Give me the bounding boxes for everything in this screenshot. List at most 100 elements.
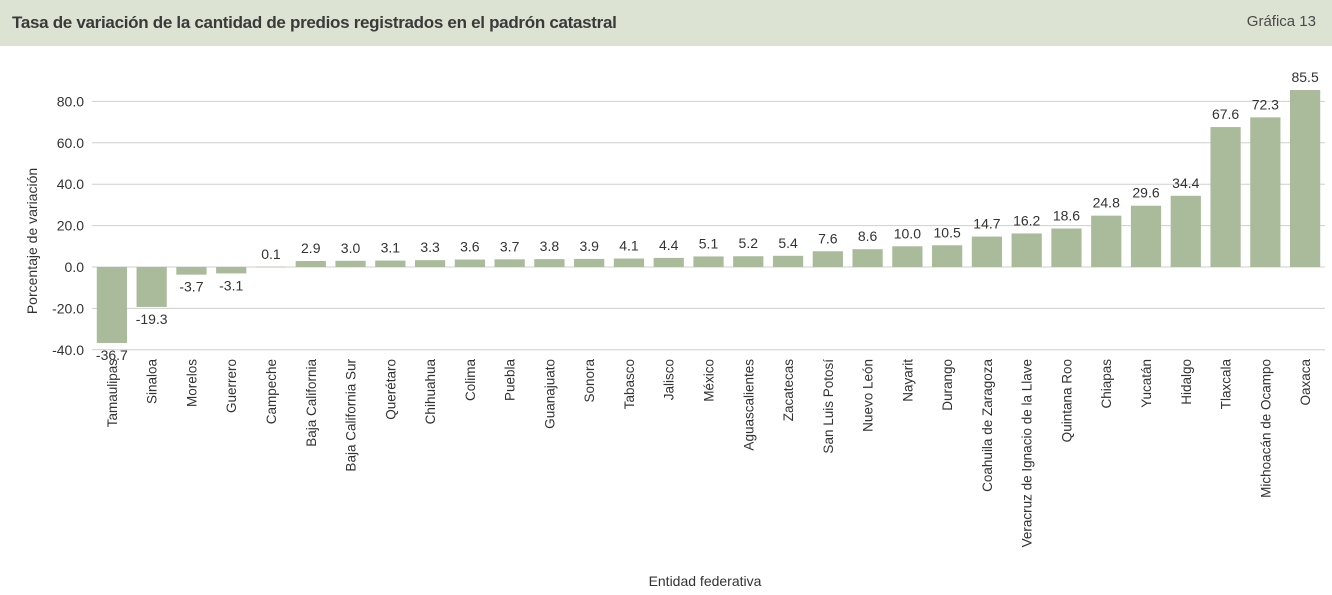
x-tick-label: Tamaulipas	[105, 359, 120, 428]
bar	[454, 259, 485, 267]
x-tick-label: Campeche	[264, 359, 279, 424]
x-tick-label: Baja California	[304, 359, 319, 447]
x-tick-label: Guanajuato	[542, 359, 557, 429]
value-label: -19.3	[136, 311, 168, 327]
x-tick-label: Coahuila de Zaragoza	[980, 359, 995, 492]
value-label: 3.8	[540, 238, 560, 254]
y-tick-label: 40.0	[57, 176, 84, 192]
x-tick-label: Sonora	[582, 359, 597, 403]
x-tick-label: Yucatán	[1139, 359, 1154, 408]
y-tick-label: 20.0	[57, 218, 84, 234]
x-tick-label: Sinaloa	[145, 359, 160, 405]
value-label: 14.7	[973, 216, 1000, 232]
value-label: 3.9	[579, 238, 599, 254]
x-tick-label: Chiapas	[1099, 359, 1114, 409]
value-label: 34.4	[1172, 175, 1199, 191]
bar	[1210, 127, 1241, 268]
value-label: 3.3	[420, 239, 440, 255]
value-label: 67.6	[1212, 106, 1239, 122]
x-tick-label: Puebla	[503, 359, 518, 402]
y-tick-label: 80.0	[57, 93, 84, 109]
value-label: -36.7	[96, 347, 128, 363]
x-tick-label: Tabasco	[622, 359, 637, 409]
x-tick-label: Nayarit	[900, 359, 915, 402]
y-tick-label: -40.0	[52, 342, 84, 358]
y-axis-ticks: -40.0 -20.0 0.0 20.0 40.0 60.0 80.0	[52, 93, 84, 357]
x-tick-label: Michoacán de Ocampo	[1258, 359, 1273, 498]
x-tick-label: Quintana Roo	[1059, 359, 1074, 442]
bar	[613, 258, 645, 267]
x-tick-label: Aguascalientes	[741, 359, 756, 451]
bar	[812, 251, 843, 267]
bar	[136, 267, 167, 307]
value-label: 3.0	[341, 240, 361, 256]
value-label: -3.7	[179, 279, 203, 295]
bar	[494, 259, 525, 267]
value-label: 10.5	[934, 224, 961, 240]
x-tick-label: Querétaro	[383, 359, 398, 420]
x-tick-label: Hidalgo	[1179, 359, 1194, 405]
bar	[1250, 117, 1281, 268]
x-tick-label: Baja California Sur	[344, 359, 359, 472]
x-tick-label: México	[702, 359, 717, 402]
value-label: 5.2	[739, 235, 759, 251]
bar	[295, 260, 326, 267]
x-tick-label: Colima	[463, 359, 478, 402]
bar	[693, 256, 724, 267]
value-label: 5.4	[778, 235, 798, 251]
value-label: 3.6	[460, 239, 480, 255]
chart-header: Tasa de variación de la cantidad de pred…	[0, 0, 1332, 46]
value-label: 10.0	[894, 225, 921, 241]
value-label: 72.3	[1252, 96, 1279, 112]
bar	[852, 249, 883, 267]
x-tick-label: Veracruz de Ignacio de la Llave	[1020, 359, 1035, 547]
bar	[971, 236, 1003, 267]
value-label: 24.8	[1093, 195, 1120, 211]
bar	[414, 260, 446, 267]
value-label: 0.1	[261, 246, 281, 262]
x-tick-label: San Luis Potosí	[821, 359, 836, 454]
value-label: 2.9	[301, 240, 321, 256]
bar	[216, 267, 247, 274]
bar	[176, 267, 207, 275]
bar	[733, 256, 764, 267]
x-tick-label: Oaxaca	[1298, 359, 1313, 406]
bar	[1091, 215, 1122, 267]
value-label: 8.6	[858, 228, 878, 244]
y-tick-label: -20.0	[52, 300, 84, 316]
x-tick-label: Morelos	[184, 359, 199, 407]
bar	[653, 257, 684, 267]
bar	[574, 258, 605, 267]
bar	[335, 260, 366, 267]
bar	[1051, 228, 1082, 267]
value-label: -3.1	[219, 277, 243, 293]
x-tick-label: Guerrero	[224, 359, 239, 413]
bar	[1130, 205, 1162, 267]
x-tick-label: Chihuahua	[423, 359, 438, 425]
y-tick-label: 60.0	[57, 135, 84, 151]
value-label: 16.2	[1013, 212, 1040, 228]
value-label: 3.7	[500, 238, 520, 254]
value-label: 29.6	[1132, 185, 1159, 201]
x-tick-label: Durango	[940, 359, 955, 411]
x-axis-label: Entidad federativa	[649, 573, 762, 589]
bar	[1289, 90, 1321, 267]
bar	[375, 260, 406, 267]
value-label: 7.6	[818, 230, 838, 246]
bar	[1170, 195, 1201, 267]
bar	[772, 255, 804, 267]
bar	[892, 246, 923, 267]
bar	[1011, 233, 1042, 267]
x-axis-ticks: Tamaulipas Sinaloa Morelos Guerrero Campeche…	[105, 359, 1313, 548]
bars	[96, 90, 1321, 343]
value-label: 85.5	[1291, 69, 1318, 85]
bar	[255, 266, 287, 268]
figure-number: Gráfica 13	[1246, 13, 1316, 30]
value-label: 4.1	[619, 238, 639, 254]
value-label: 3.1	[381, 240, 401, 256]
y-axis-label: Porcentaje de variación	[24, 168, 40, 314]
x-tick-label: Jalisco	[662, 359, 677, 400]
x-tick-label: Tlaxcala	[1219, 359, 1234, 410]
bar	[534, 259, 565, 267]
bar	[932, 245, 963, 267]
